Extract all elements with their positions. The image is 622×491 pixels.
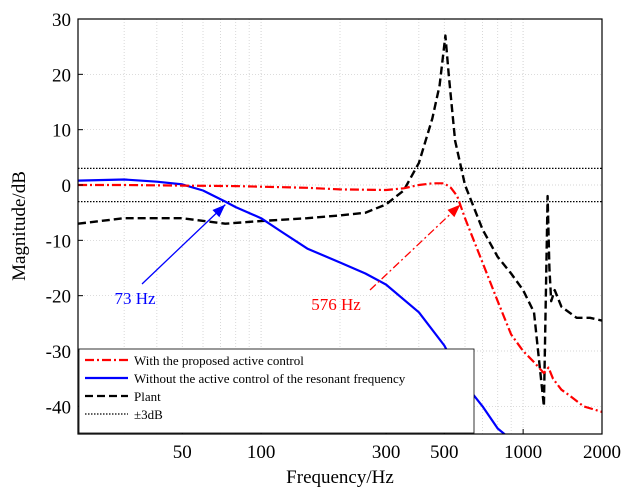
y-tick-label: -20 bbox=[46, 287, 71, 308]
x-tick-label: 1000 bbox=[504, 442, 542, 463]
y-tick-label: 0 bbox=[62, 176, 72, 197]
legend-entry: ±3dB bbox=[134, 407, 163, 422]
annotation-arrow-head bbox=[447, 204, 461, 218]
legend-entry: With the proposed active control bbox=[134, 353, 304, 368]
series-line-plant bbox=[78, 34, 602, 408]
annotation-arrow-line bbox=[141, 204, 226, 285]
plot-frame bbox=[77, 18, 603, 435]
x-tick-label: 500 bbox=[430, 442, 459, 463]
y-tick-label: 10 bbox=[52, 121, 71, 142]
x-tick-label: 50 bbox=[173, 442, 192, 463]
x-axis-label: Frequency/Hz bbox=[286, 467, 394, 488]
x-tick-labels: 50 100 300 500 1000 2000 bbox=[173, 429, 621, 463]
legend-entry: Plant bbox=[134, 389, 161, 404]
y-tick-label: -10 bbox=[46, 231, 71, 252]
legend: With the proposed active control Without … bbox=[78, 348, 475, 434]
y-tick-label: -40 bbox=[46, 397, 71, 418]
threshold-lines bbox=[78, 167, 602, 203]
annotation-arrow-head bbox=[212, 204, 226, 218]
y-tick-label: 20 bbox=[52, 65, 71, 86]
annotations: 73 Hz 576 Hz bbox=[114, 204, 461, 314]
legend-entry: Without the active control of the resona… bbox=[134, 371, 406, 386]
x-tick-label: 300 bbox=[372, 442, 401, 463]
annotation-label: 73 Hz bbox=[114, 289, 156, 308]
annotation-arrow-line bbox=[369, 204, 461, 291]
legend-box bbox=[78, 348, 475, 434]
y-tick-labels: 30 20 10 0 -10 -20 -30 -40 bbox=[46, 10, 83, 418]
y-tick-label: -30 bbox=[46, 342, 71, 363]
series-line-proposed bbox=[78, 182, 602, 413]
x-tick-label: 100 bbox=[247, 442, 276, 463]
x-tick-label: 2000 bbox=[583, 442, 621, 463]
y-tick-label: 30 bbox=[52, 10, 71, 31]
annotation-label: 576 Hz bbox=[311, 295, 361, 314]
y-axis-label: Magnitude/dB bbox=[9, 171, 30, 281]
